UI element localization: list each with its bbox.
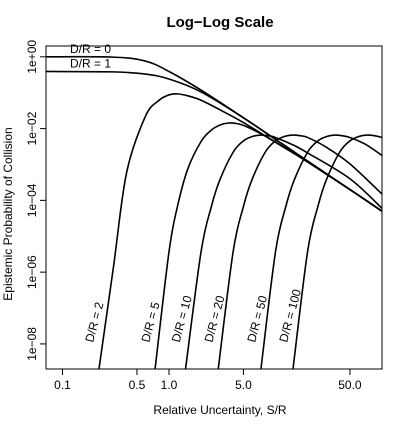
y-tick-label-2: 1e−04 bbox=[25, 183, 39, 217]
series-line-7 bbox=[292, 134, 382, 369]
chart-title: Log−Log Scale bbox=[166, 14, 273, 31]
x-tick-label-0: 0.1 bbox=[54, 378, 71, 392]
x-tick-label-3: 5.0 bbox=[235, 378, 252, 392]
y-tick-label-3: 1e−06 bbox=[25, 255, 39, 289]
curve-label-1: D/R = 1 bbox=[70, 56, 111, 70]
series-line-5 bbox=[217, 134, 382, 369]
curve-label-4: D/R = 10 bbox=[169, 294, 195, 344]
curve-label-0: D/R = 0 bbox=[70, 42, 111, 56]
curve-labels: D/R = 0D/R = 1D/R = 2 D/R = 5 D/R = 10 D/R … bbox=[70, 42, 304, 344]
y-tick-label-1: 1e−02 bbox=[25, 111, 39, 145]
x-tick-label-4: 50.0 bbox=[338, 378, 362, 392]
y-axis-label: Epistemic Probability of Collision bbox=[1, 127, 15, 300]
x-tick-label-2: 1.0 bbox=[161, 378, 178, 392]
series-line-6 bbox=[260, 134, 382, 369]
y-tick-label-0: 1e+00 bbox=[25, 40, 39, 74]
x-tick-label-1: 0.5 bbox=[129, 378, 146, 392]
x-axis: 0.1 0.5 1.0 5.0 50.0 bbox=[54, 369, 362, 392]
y-axis: 1e+00 1e−02 1e−04 1e−06 1e−08 bbox=[25, 40, 46, 361]
y-tick-label-4: 1e−08 bbox=[25, 327, 39, 361]
series-line-3 bbox=[154, 122, 382, 369]
x-axis-label: Relative Uncertainty, S/R bbox=[153, 403, 286, 417]
series-line-4 bbox=[184, 134, 382, 369]
series-line-0 bbox=[46, 55, 382, 212]
series-group bbox=[46, 55, 382, 369]
series-line-1 bbox=[46, 70, 382, 212]
